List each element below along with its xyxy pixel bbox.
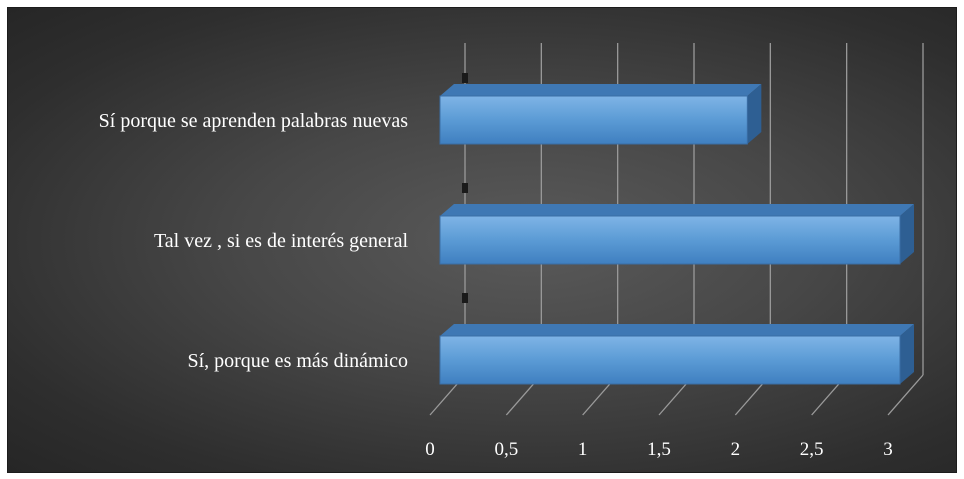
floor-gridline: [887, 374, 924, 416]
bar: [439, 84, 762, 145]
x-tick-label: 0,5: [494, 439, 518, 460]
x-tick-label: 2: [731, 439, 741, 460]
category-label: Sí porque se aprenden palabras nuevas: [99, 110, 409, 132]
x-tick-label: 1: [578, 439, 588, 460]
bar-top-face: [440, 324, 914, 336]
x-tick-label: 3: [883, 439, 893, 460]
bar-side-face: [900, 324, 914, 384]
x-tick-label: 2,5: [800, 439, 824, 460]
bar: [439, 204, 914, 265]
bar-front-face: [439, 215, 901, 265]
bar-side-face: [747, 84, 762, 144]
bar-front-face: [439, 335, 901, 385]
label-layer: 0 0,5 1 1,5 2 2,5 3 Sí porque se aprenden palab…: [99, 110, 893, 460]
category-label: Tal vez , si es de interés general: [154, 230, 408, 252]
bar-top-face: [440, 84, 762, 96]
bar-front-face: [439, 95, 748, 145]
x-tick-label: 0: [425, 439, 435, 460]
x-tick-label: 1,5: [647, 439, 671, 460]
category-label: Sí, porque es más dinámico: [187, 350, 408, 372]
bar: [439, 324, 914, 385]
bar-layer: [439, 84, 914, 385]
bar-side-face: [900, 204, 914, 264]
bar-top-face: [440, 204, 914, 216]
